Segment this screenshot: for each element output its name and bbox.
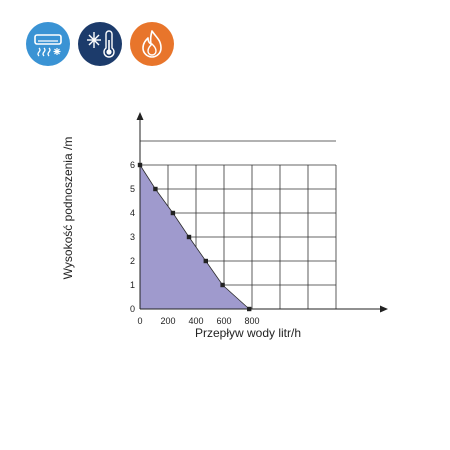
x-tick-label: 800 bbox=[244, 316, 259, 326]
data-markers bbox=[137, 162, 252, 312]
y-tick-label: 5 bbox=[130, 184, 135, 194]
y-tick-label: 1 bbox=[130, 280, 135, 290]
air-conditioner-icon bbox=[26, 22, 70, 66]
x-axis-arrow bbox=[380, 305, 388, 313]
data-point bbox=[170, 210, 176, 216]
axes bbox=[136, 112, 388, 313]
y-tick-label: 2 bbox=[130, 256, 135, 266]
performance-area bbox=[140, 165, 250, 309]
flame-icon bbox=[130, 22, 174, 66]
x-tick-label: 0 bbox=[137, 316, 142, 326]
y-tick-label: 3 bbox=[130, 232, 135, 242]
data-point bbox=[220, 282, 225, 288]
data-point bbox=[153, 186, 158, 192]
x-axis-title: Przepływ wody litr/h bbox=[195, 326, 301, 340]
x-tick-label: 200 bbox=[160, 316, 175, 326]
y-tick-label: 4 bbox=[130, 208, 135, 218]
data-point bbox=[203, 258, 208, 264]
x-tick-label: 400 bbox=[188, 316, 203, 326]
data-point bbox=[137, 162, 143, 168]
snowflake-thermometer-icon bbox=[78, 22, 122, 66]
y-tick-label: 0 bbox=[130, 304, 135, 314]
data-point bbox=[247, 306, 252, 312]
x-tick-label: 600 bbox=[216, 316, 231, 326]
data-point bbox=[186, 234, 192, 240]
y-axis-arrow bbox=[136, 112, 144, 120]
tick-labels: 0 1 2 3 4 5 6 0 200 400 600 800 bbox=[130, 160, 260, 326]
y-tick-label: 6 bbox=[130, 160, 135, 170]
y-axis-title: Wysokość podnoszenia /m bbox=[61, 137, 75, 280]
